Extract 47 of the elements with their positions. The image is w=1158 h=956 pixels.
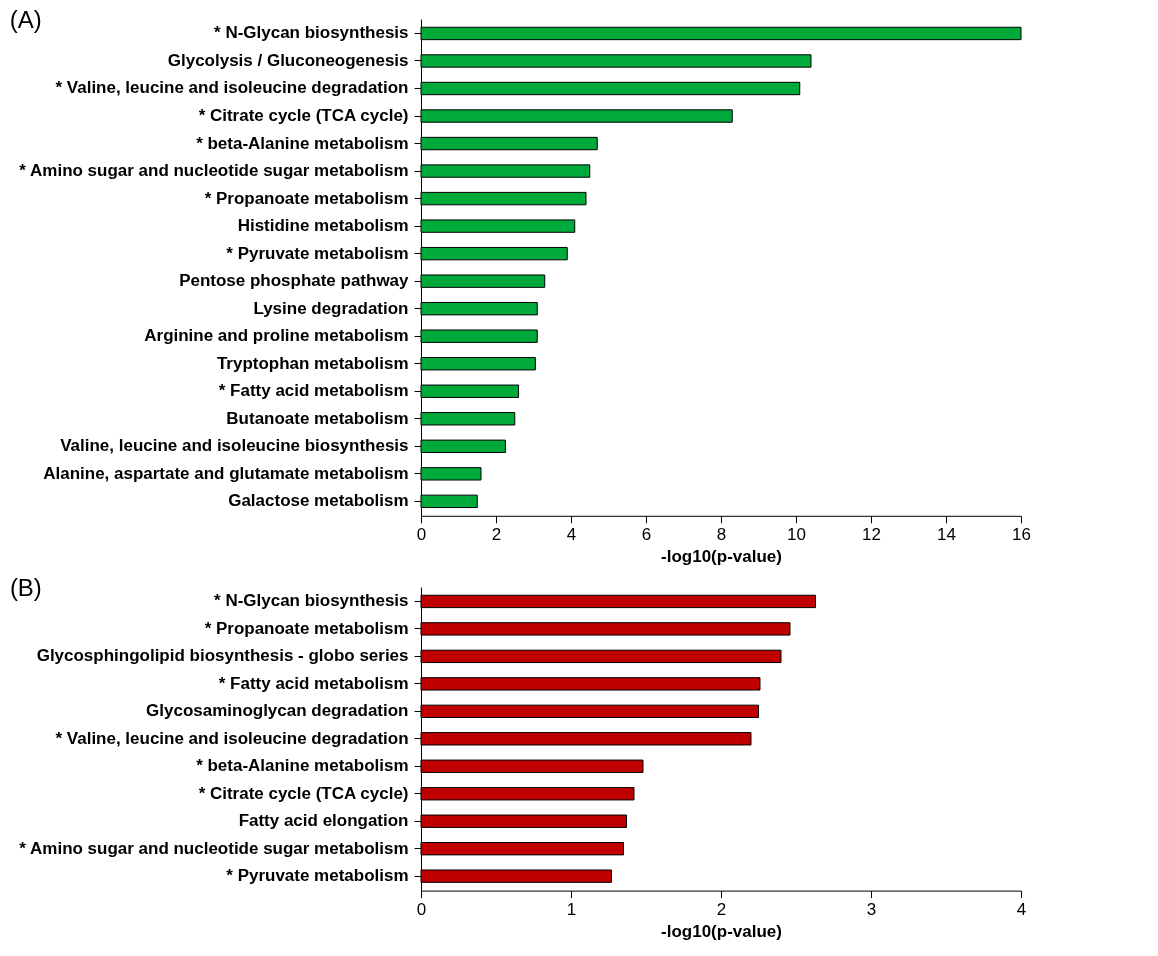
y-tick-label: Valine, leucine and isoleucine biosynthesis <box>60 436 409 456</box>
x-tick-label: 2 <box>491 525 502 545</box>
y-tick-label: * Pyruvate metabolism <box>226 243 409 263</box>
y-tick-label: * Amino sugar and nucleotide sugar metabolism <box>19 161 409 181</box>
y-tick-label: Fatty acid elongation <box>238 811 409 831</box>
y-tick-label: * Pyruvate metabolism <box>226 865 409 885</box>
x-tick-label: 16 <box>1012 525 1031 545</box>
y-tick-label: * beta-Alanine metabolism <box>196 756 409 776</box>
x-tick-label: 10 <box>787 525 806 545</box>
y-tick-label: Glycosaminoglycan degradation <box>146 701 409 721</box>
x-tick-label: 6 <box>641 525 652 545</box>
y-tick-label: * Valine, leucine and isoleucine degradation <box>55 728 409 748</box>
x-axis-title: -log10(p-value) <box>661 547 782 567</box>
y-tick-label: * N-Glycan biosynthesis <box>214 23 409 43</box>
x-tick-label: 4 <box>1016 899 1027 919</box>
y-tick-label: Galactose metabolism <box>228 491 409 511</box>
x-tick-label: 1 <box>566 899 577 919</box>
y-tick-label: * Citrate cycle (TCA cycle) <box>198 106 409 126</box>
y-tick-label: Arginine and proline metabolism <box>144 326 409 346</box>
x-tick-label: 2 <box>716 899 727 919</box>
x-tick-label: 0 <box>416 899 427 919</box>
x-tick-label: 3 <box>866 899 877 919</box>
y-tick-label: Lysine degradation <box>253 298 409 318</box>
y-tick-label: Glycosphingolipid biosynthesis - globo series <box>36 646 409 666</box>
y-tick-label: Glycolysis / Gluconeogenesis <box>167 50 409 70</box>
y-tick-label: * beta-Alanine metabolism <box>196 133 409 153</box>
y-tick-label: * Citrate cycle (TCA cycle) <box>198 783 409 803</box>
x-tick-label: 0 <box>416 525 427 545</box>
y-tick-label: Butanoate metabolism <box>226 408 409 428</box>
y-tick-label: * Fatty acid metabolism <box>218 673 409 693</box>
y-tick-label: * Valine, leucine and isoleucine degradation <box>55 78 409 98</box>
y-tick-label: Histidine metabolism <box>237 216 409 236</box>
x-tick-label: 4 <box>566 525 577 545</box>
text: (A) <box>9 6 42 33</box>
text: (B) <box>9 573 42 601</box>
x-tick-label: 12 <box>862 525 881 545</box>
y-tick-label: * Propanoate metabolism <box>204 618 409 638</box>
y-tick-label: * Amino sugar and nucleotide sugar metabolism <box>19 838 409 858</box>
y-tick-label: Tryptophan metabolism <box>216 353 409 373</box>
x-tick-label: 14 <box>937 525 956 545</box>
y-tick-label: * Fatty acid metabolism <box>218 381 409 401</box>
x-tick-label: 8 <box>716 525 727 545</box>
x-axis-title: -log10(p-value) <box>661 921 782 941</box>
y-tick-label: Alanine, aspartate and glutamate metabolism <box>43 463 409 483</box>
y-tick-label: * Propanoate metabolism <box>204 188 409 208</box>
y-tick-label: Pentose phosphate pathway <box>179 271 410 291</box>
y-tick-label: * N-Glycan biosynthesis <box>214 591 409 611</box>
